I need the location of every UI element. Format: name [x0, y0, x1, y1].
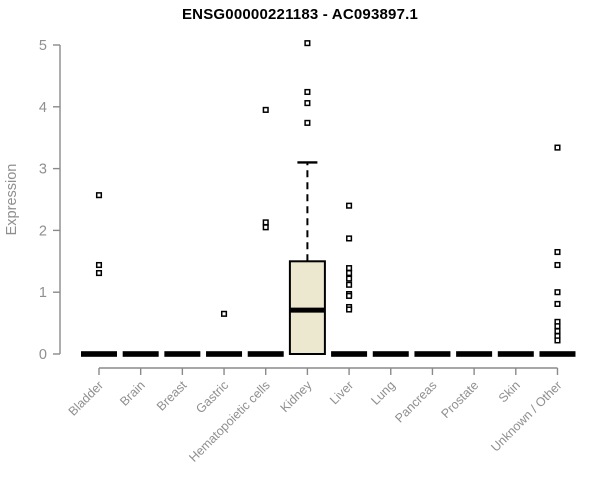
y-axis-title: Expression [4, 164, 20, 236]
x-tick-label: Pancreas [392, 378, 439, 425]
x-tick-label: Liver [327, 378, 356, 407]
y-tick-label: 0 [39, 347, 47, 363]
outlier-point-kidney [304, 100, 311, 107]
outlier-point-hematopoietic-cells [262, 219, 269, 226]
outlier-point-hematopoietic-cells [262, 224, 269, 231]
collapsed-box-breast [164, 351, 201, 357]
x-tick-label: Skin [496, 378, 523, 405]
collapsed-box-brain [122, 351, 159, 357]
x-tick-label: Prostate [438, 378, 481, 421]
outlier-point-unknown-other [554, 328, 561, 335]
collapsed-box-prostate [456, 351, 493, 357]
outlier-point-liver [346, 275, 353, 282]
outlier-point-bladder [95, 192, 103, 199]
collapsed-box-skin [497, 351, 534, 357]
collapsed-box-unknown-other [539, 351, 576, 357]
collapsed-box-bladder [81, 351, 117, 357]
outlier-point-kidney [304, 40, 311, 47]
x-tick-label: Breast [154, 378, 190, 414]
outlier-point-unknown-other [554, 337, 561, 344]
outlier-point-gastric [220, 310, 228, 317]
y-tick-label: 4 [39, 100, 47, 116]
outlier-point-unknown-other [554, 144, 561, 151]
outlier-point-unknown-other [554, 300, 561, 307]
y-tick-label: 3 [39, 162, 47, 178]
outlier-point-bladder [95, 261, 103, 269]
collapsed-box-hematopoietic-cells [247, 351, 284, 357]
outlier-point-liver [346, 202, 353, 209]
x-tick-label: Hematopoietic cells [186, 378, 273, 465]
y-tick-label: 5 [39, 38, 47, 54]
outlier-point-liver [346, 281, 353, 288]
outlier-point-unknown-other [554, 261, 561, 269]
collapsed-box-pancreas [414, 351, 451, 357]
x-tick-label: Unknown / Other [488, 378, 564, 454]
x-tick-label: Bladder [66, 378, 106, 418]
outlier-point-liver [346, 269, 353, 277]
x-tick-label: Brain [117, 378, 148, 409]
chart-title: ENSG00000221183 - AC093897.1 [181, 6, 419, 23]
y-tick-label: 2 [39, 223, 47, 239]
outlier-point-liver [346, 306, 353, 313]
x-tick-label: Lung [368, 378, 398, 408]
collapsed-box-liver [331, 351, 368, 357]
outlier-point-bladder [95, 269, 103, 277]
x-tick-label: Gastric [193, 378, 231, 416]
outlier-point-hematopoietic-cells [262, 106, 269, 113]
x-tick-label: Kidney [278, 378, 315, 415]
collapsed-box-gastric [206, 351, 243, 357]
outlier-point-liver [346, 292, 353, 299]
outlier-point-kidney [304, 119, 311, 126]
outlier-point-unknown-other [554, 289, 561, 296]
outlier-point-unknown-other [554, 248, 561, 256]
y-tick-label: 1 [39, 285, 47, 301]
outlier-point-liver [346, 265, 353, 272]
collapsed-box-lung [372, 351, 409, 357]
outlier-point-unknown-other [554, 323, 561, 330]
outlier-point-liver [346, 235, 353, 242]
outlier-point-kidney [304, 88, 311, 96]
